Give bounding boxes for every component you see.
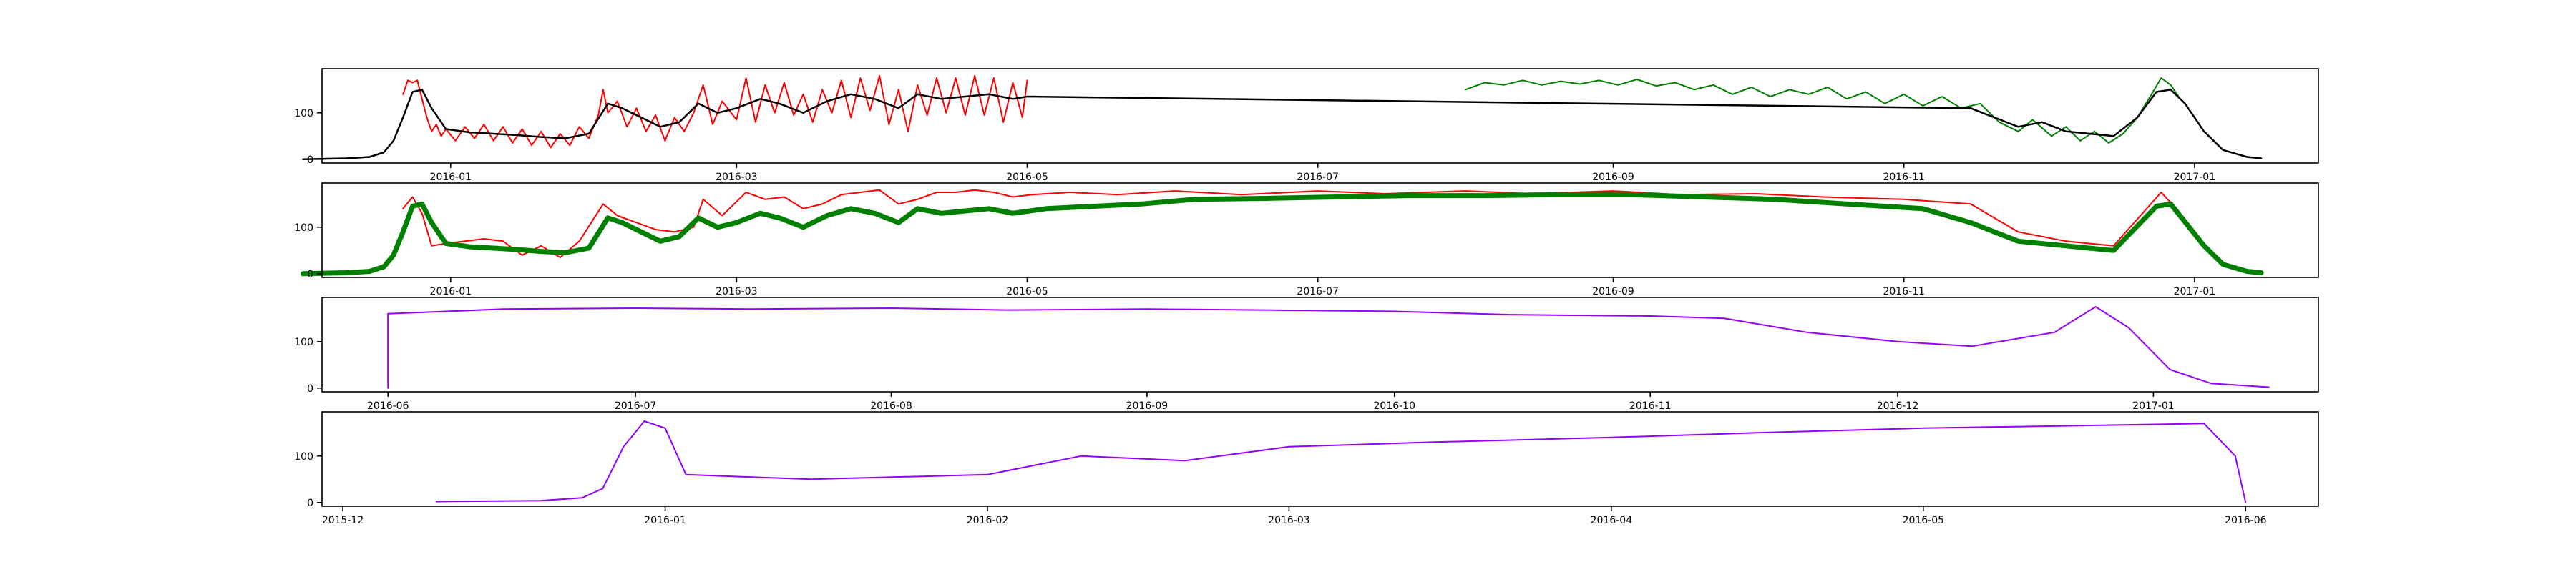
x-tick-label: 2016-11 <box>1629 400 1672 412</box>
axes-frame <box>321 297 2319 393</box>
x-tick-label: 2017-01 <box>2174 172 2216 183</box>
panel-3: 0 100 2016-06 2016-07 2016-08 2016-09 2016-10 2… <box>294 297 2319 412</box>
panel-2: 0 100 2016-01 2016-03 2016-05 2016-07 2016-09 2… <box>294 182 2319 297</box>
series-line-1 <box>387 306 2270 389</box>
x-tick-label: 2016-06 <box>367 400 409 412</box>
y-tick-label: 100 <box>294 108 313 119</box>
axes-frame <box>321 182 2319 278</box>
x-tick-label: 2016-02 <box>967 515 1009 526</box>
x-tick-label: 2016-07 <box>1297 286 1339 297</box>
series-line-1 <box>435 420 2247 503</box>
y-tick-label: 0 <box>307 269 313 280</box>
y-tick-label: 0 <box>307 154 313 166</box>
x-tick-label: 2016-04 <box>1591 515 1633 526</box>
panel-1: 0 100 2016-01 2016-03 2016-05 2016-07 2016-09 2… <box>294 68 2319 183</box>
x-tick-label: 2016-07 <box>1297 172 1339 183</box>
x-tick-label: 2016-11 <box>1883 286 1925 297</box>
y-tick-label: 0 <box>307 383 313 395</box>
x-tick-label: 2017-01 <box>2174 286 2216 297</box>
x-tick-label: 2016-08 <box>870 400 912 412</box>
x-tick-label: 2016-01 <box>430 172 472 183</box>
x-tick-label: 2016-05 <box>1903 515 1945 526</box>
x-tick-label: 2016-07 <box>615 400 657 412</box>
series-line-3 <box>302 89 2263 161</box>
series-line-2 <box>300 192 2264 277</box>
y-tick-label: 100 <box>294 337 313 348</box>
series-line-2 <box>1465 77 2181 144</box>
x-tick-label: 2016-03 <box>716 172 758 183</box>
x-tick-label: 2016-12 <box>1877 400 1919 412</box>
panel-4: 0 100 2015-12 2016-01 2016-02 2016-03 2016-04 2… <box>294 411 2319 526</box>
x-tick-label: 2016-01 <box>430 286 472 297</box>
x-tick-label: 2015-12 <box>322 515 364 526</box>
x-tick-label: 2016-01 <box>644 515 686 526</box>
x-tick-label: 2016-05 <box>1006 286 1048 297</box>
x-tick-label: 2016-06 <box>2225 515 2267 526</box>
axes-frame <box>321 411 2319 507</box>
x-tick-label: 2016-10 <box>1374 400 1416 412</box>
series-line-1 <box>402 74 1028 149</box>
y-tick-label: 100 <box>294 451 313 463</box>
x-tick-label: 2016-09 <box>1126 400 1169 412</box>
x-tick-label: 2016-09 <box>1592 172 1634 183</box>
x-tick-label: 2016-03 <box>1268 515 1310 526</box>
axes-frame <box>321 68 2319 164</box>
y-tick-label: 0 <box>307 498 313 509</box>
x-tick-label: 2016-05 <box>1006 172 1048 183</box>
y-tick-label: 100 <box>294 222 313 234</box>
x-tick-label: 2016-11 <box>1883 172 1925 183</box>
x-tick-label: 2016-09 <box>1592 286 1634 297</box>
x-tick-label: 2017-01 <box>2132 400 2175 412</box>
x-tick-label: 2016-03 <box>716 286 758 297</box>
